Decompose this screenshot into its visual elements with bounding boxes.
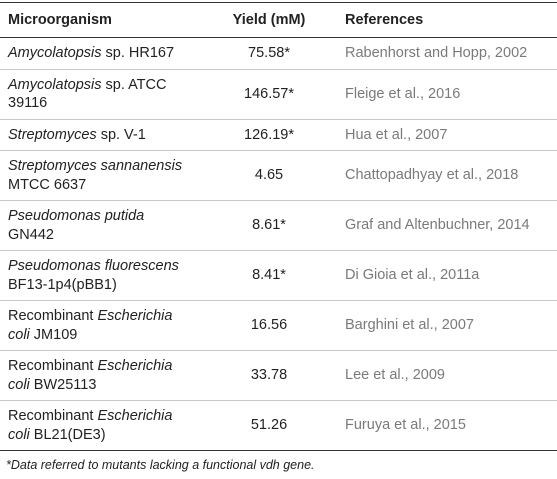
organism-genus: Amycolatopsis <box>8 45 102 61</box>
organism-cell: Amycolatopsis sp. ATCC 39116 <box>0 69 201 120</box>
table-row: Recombinant Escherichia coli BL21(DE3) 51… <box>0 400 557 451</box>
yield-cell: 8.61* <box>201 200 337 251</box>
organism-cell: Recombinant Escherichia coli BW25113 <box>0 350 201 401</box>
table-row: Streptomyces sp. V-1 126.19* Hua et al., 2… <box>0 119 557 151</box>
header-cell: Microorganism <box>0 2 201 38</box>
organism-strain: BF13-1p4(pBB1) <box>8 276 117 293</box>
organism-cell: Streptomyces sannanensis MTCC 6637 <box>0 150 201 201</box>
organism-prefix: Recombinant <box>8 358 94 374</box>
reference-cell: Lee et al., 2009 <box>337 350 557 401</box>
yield-cell: 33.78 <box>201 350 337 401</box>
organism-genus: Pseudomonas fluorescens <box>8 258 179 274</box>
reference-cell: Fleige et al., 2016 <box>337 69 557 120</box>
footnote: *Data referred to mutants lacking a func… <box>6 458 315 472</box>
organism-strain: MTCC 6637 <box>8 176 87 193</box>
reference-cell: Hua et al., 2007 <box>337 119 557 151</box>
table-row: Amycolatopsis sp. HR167 75.58* Rabenhorst … <box>0 37 557 70</box>
yield-cell: 51.26 <box>201 400 337 451</box>
yield-cell: 8.41* <box>201 250 337 301</box>
organism-strain: BW25113 <box>33 376 97 393</box>
organism-cell: Pseudomonas fluorescens BF13-1p4(pBB1) <box>0 250 201 301</box>
organism-prefix: Recombinant <box>8 408 94 424</box>
reference-cell: Di Gioia et al., 2011a <box>337 250 557 301</box>
yield-cell: 16.56 <box>201 300 337 351</box>
reference-cell: Chattopadhyay et al., 2018 <box>337 150 557 201</box>
reference-cell: Barghini et al., 2007 <box>337 300 557 351</box>
reference-cell: Graf and Altenbuchner, 2014 <box>337 200 557 251</box>
header-cell: References <box>337 2 557 38</box>
organism-genus: Escherichia coli <box>8 308 173 343</box>
organism-cell: Amycolatopsis sp. HR167 <box>0 37 201 70</box>
header-row: Microorganism Yield (mM) References <box>0 2 557 38</box>
organism-strain: sp. V-1 <box>100 126 146 143</box>
header-cell: Yield (mM) <box>201 2 337 38</box>
organism-genus: Escherichia coli <box>8 408 173 443</box>
organism-strain: sp. ATCC 39116 <box>8 76 167 112</box>
organism-strain: BL21(DE3) <box>33 426 106 443</box>
table-row: Amycolatopsis sp. ATCC 39116 146.57* Fleig… <box>0 69 557 120</box>
organism-prefix: Recombinant <box>8 308 94 324</box>
organism-genus: Streptomyces <box>8 126 97 143</box>
organism-genus: Streptomyces sannanensis <box>8 158 183 174</box>
organism-strain: sp. HR167 <box>105 45 175 61</box>
organism-cell: Streptomyces sp. V-1 <box>0 119 201 151</box>
yield-cell: 4.65 <box>201 150 337 201</box>
organism-cell: Recombinant Escherichia coli BL21(DE3) <box>0 400 201 451</box>
table-row: Pseudomonas fluorescens BF13-1p4(pBB1) 8.… <box>0 250 557 301</box>
organism-genus: Amycolatopsis <box>8 76 102 93</box>
organism-cell: Pseudomonas putida GN442 <box>0 200 201 251</box>
table-row: Recombinant Escherichia coli JM109 16.56 B… <box>0 300 557 351</box>
reference-cell: Furuya et al., 2015 <box>337 400 557 451</box>
data-table: Microorganism Yield (mM) References Amyc… <box>0 2 557 451</box>
organism-genus: Pseudomonas putida <box>8 208 145 224</box>
table-row: Pseudomonas putida GN442 8.61* Graf and Al… <box>0 200 557 251</box>
yield-cell: 126.19* <box>201 119 337 151</box>
table-row: Streptomyces sannanensis MTCC 6637 4.65 Ch… <box>0 150 557 201</box>
table-row: Recombinant Escherichia coli BW25113 33.7… <box>0 350 557 401</box>
yield-cell: 146.57* <box>201 69 337 120</box>
organism-strain: JM109 <box>33 326 78 343</box>
reference-cell: Rabenhorst and Hopp, 2002 <box>337 37 557 70</box>
organism-strain: GN442 <box>8 226 54 243</box>
organism-cell: Recombinant Escherichia coli JM109 <box>0 300 201 351</box>
organism-genus: Escherichia coli <box>8 358 173 393</box>
table-body: Amycolatopsis sp. HR167 75.58* Rabenhorst … <box>0 37 557 451</box>
yield-cell: 75.58* <box>201 37 337 70</box>
